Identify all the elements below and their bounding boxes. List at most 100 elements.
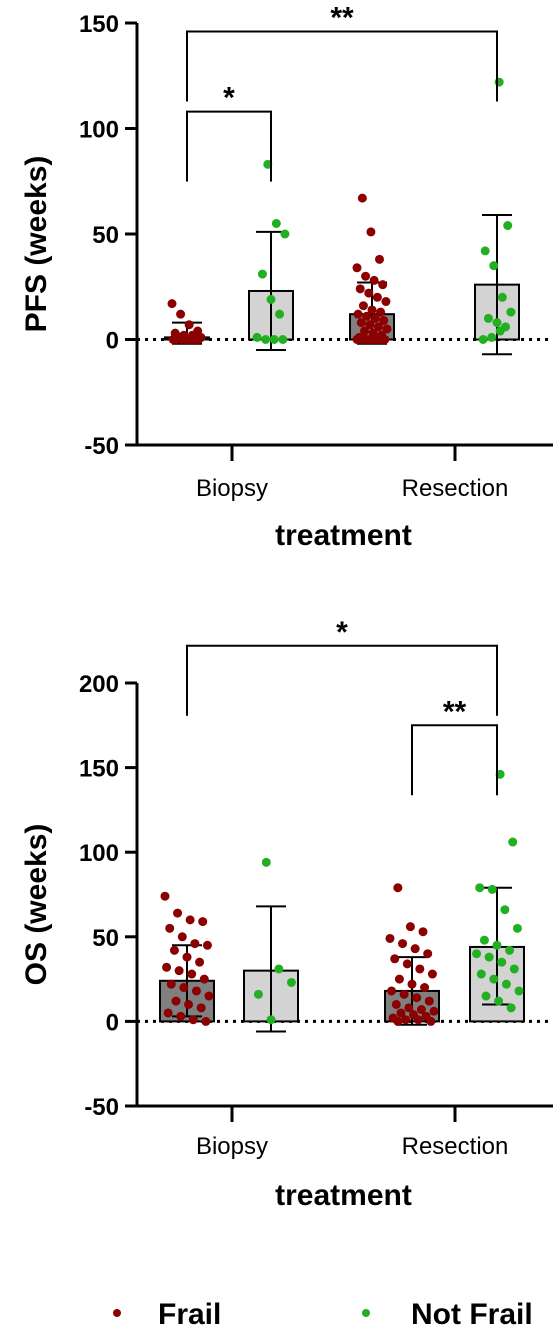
os-x-axis-title: treatment xyxy=(275,1179,412,1212)
pfs-point-not-frail-biopsy xyxy=(266,294,276,304)
pfs-point-frail-resection xyxy=(376,307,386,317)
os-point-frail-biopsy xyxy=(191,986,201,996)
os-point-frail-resection xyxy=(429,1006,439,1016)
os-y-axis-title: OS (weeks) xyxy=(20,824,53,986)
os-point-frail-biopsy xyxy=(169,945,179,955)
os-point-not-frail-resection xyxy=(487,884,497,894)
pfs-point-frail-biopsy xyxy=(171,335,181,344)
pfs-point-not-frail-biopsy xyxy=(261,335,271,344)
pfs-point-frail-resection xyxy=(362,311,372,321)
pfs-significance-label-0: * xyxy=(223,82,235,115)
legend-marker-frail xyxy=(113,1309,121,1317)
pfs-point-not-frail-resection xyxy=(489,261,499,271)
os-point-frail-biopsy xyxy=(179,983,189,993)
os-point-not-frail-resection xyxy=(494,996,504,1006)
os-point-not-frail-resection xyxy=(512,923,522,933)
os-point-not-frail-resection xyxy=(489,974,499,984)
os-point-frail-biopsy xyxy=(198,917,208,927)
pfs-point-frail-resection xyxy=(369,335,379,344)
os-point-not-frail-resection xyxy=(484,952,494,962)
legend-marker-not-frail xyxy=(362,1309,370,1317)
os-point-frail-resection xyxy=(420,983,430,993)
os-point-not-frail-resection xyxy=(514,986,524,996)
os-point-not-frail-resection xyxy=(508,837,518,847)
pfs-point-frail-biopsy xyxy=(184,320,194,330)
pfs-point-frail-resection xyxy=(357,193,367,203)
os-point-not-frail-biopsy xyxy=(266,1015,276,1025)
os-point-frail-biopsy xyxy=(177,932,187,942)
os-point-frail-resection xyxy=(418,927,428,937)
os-point-frail-resection xyxy=(402,959,412,969)
os-point-frail-biopsy xyxy=(199,974,209,984)
os-point-not-frail-biopsy xyxy=(261,857,271,867)
os-point-not-frail-resection xyxy=(481,991,491,1001)
os-point-not-frail-resection xyxy=(509,964,519,974)
pfs-point-frail-resection xyxy=(372,292,382,302)
os-point-not-frail-resection xyxy=(475,883,485,893)
os-point-not-frail-resection xyxy=(472,949,482,959)
os-point-frail-biopsy xyxy=(162,962,172,972)
os-point-frail-resection xyxy=(391,999,401,1009)
os-point-frail-resection xyxy=(385,933,395,943)
os-point-not-frail-resection xyxy=(505,945,515,955)
pfs-point-frail-resection xyxy=(378,335,388,344)
os-point-frail-biopsy xyxy=(188,1015,198,1025)
pfs-point-frail-resection xyxy=(370,313,380,323)
os-point-frail-biopsy xyxy=(196,1003,206,1013)
pfs-point-frail-resection xyxy=(352,263,362,273)
pfs-point-frail-resection xyxy=(360,326,369,336)
os-point-frail-resection xyxy=(416,1005,426,1015)
os-point-not-frail-resection xyxy=(476,969,486,979)
os-point-frail-biopsy xyxy=(166,979,176,989)
pfs-point-not-frail-biopsy xyxy=(257,269,267,279)
legend: Frail Not Frail xyxy=(113,1298,533,1331)
os-point-not-frail-resection xyxy=(479,935,489,945)
os-y-tick-label: 50 xyxy=(92,925,119,952)
os-point-frail-biopsy xyxy=(195,957,205,967)
os-point-frail-resection xyxy=(387,986,397,996)
os-point-not-frail-resection xyxy=(497,957,507,967)
pfs-point-not-frail-biopsy xyxy=(271,218,281,228)
os-y-tick-label: 150 xyxy=(79,756,119,783)
pfs-chart-panel: PFS (weeks) -50 0 50 100 150 Biopsy Resection tr… xyxy=(20,1,553,552)
os-point-frail-biopsy xyxy=(174,966,184,976)
os-point-frail-biopsy xyxy=(185,915,195,925)
pfs-point-frail-biopsy xyxy=(188,335,198,344)
pfs-significance-bracket-0 xyxy=(186,110,272,182)
os-point-frail-resection xyxy=(423,949,433,959)
pfs-y-tick-label: -50 xyxy=(84,433,119,460)
os-point-frail-biopsy xyxy=(184,999,194,1009)
os-point-frail-biopsy xyxy=(187,969,197,979)
os-point-frail-resection xyxy=(427,969,437,979)
pfs-x-axis-title: treatment xyxy=(275,519,412,552)
pfs-point-frail-biopsy xyxy=(167,299,177,309)
pfs-point-frail-biopsy xyxy=(180,335,190,344)
pfs-point-frail-resection xyxy=(365,320,375,330)
os-point-frail-resection xyxy=(393,883,403,893)
os-point-frail-biopsy xyxy=(171,996,181,1006)
os-point-frail-resection xyxy=(401,1015,411,1025)
pfs-x-tick-label-resection: Resection xyxy=(402,475,509,502)
pfs-significance-bracket-1 xyxy=(186,30,498,102)
pfs-y-tick-label: 150 xyxy=(79,11,119,38)
pfs-y-tick-label: 100 xyxy=(79,117,119,144)
os-point-frail-resection xyxy=(413,1015,423,1025)
os-point-frail-biopsy xyxy=(201,1016,211,1026)
os-point-frail-resection xyxy=(405,922,415,932)
pfs-point-frail-resection xyxy=(369,275,379,285)
os-point-frail-resection xyxy=(407,979,417,989)
os-point-not-frail-biopsy xyxy=(286,977,296,987)
pfs-point-not-frail-resection xyxy=(478,335,488,344)
os-point-frail-resection xyxy=(424,996,434,1006)
pfs-point-not-frail-resection xyxy=(503,221,513,231)
os-point-frail-biopsy xyxy=(204,991,214,1001)
os-y-tick-label: -50 xyxy=(84,1094,119,1121)
pfs-point-frail-resection xyxy=(355,284,365,294)
os-point-frail-resection xyxy=(396,1008,406,1018)
os-point-frail-biopsy xyxy=(182,952,192,962)
pfs-point-frail-resection xyxy=(355,335,365,344)
pfs-point-frail-resection xyxy=(353,309,363,319)
pfs-point-frail-resection xyxy=(381,297,391,307)
pfs-point-frail-resection xyxy=(356,318,366,328)
pfs-point-frail-resection xyxy=(358,301,368,311)
